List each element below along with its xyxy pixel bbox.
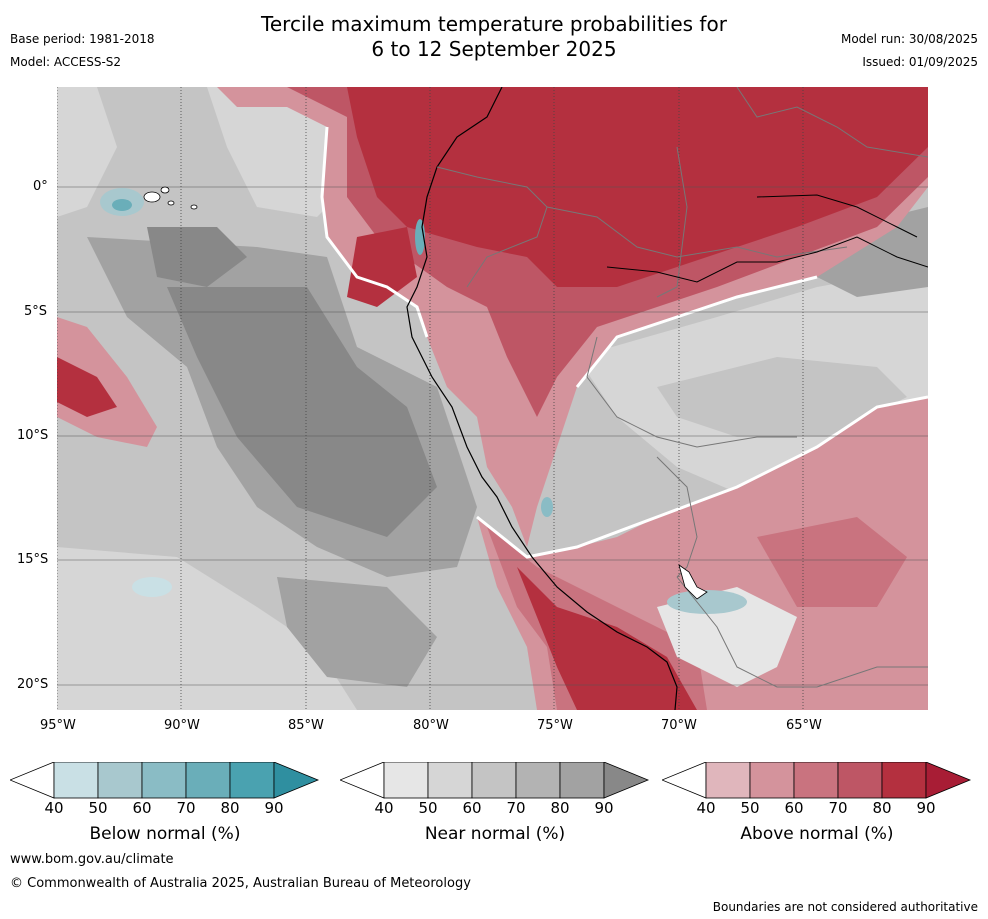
lon-label-95w: 95°W <box>40 718 76 733</box>
colorbar-above-swatches <box>660 761 972 799</box>
colorbar-extend-high <box>925 761 972 799</box>
colorbar-tick-label: 90 <box>916 799 936 817</box>
colorbar-segment <box>427 761 473 799</box>
colorbar-tick-label: 50 <box>88 799 108 817</box>
colorbar-segment <box>141 761 187 799</box>
colorbar-tick-label: 40 <box>696 799 716 817</box>
colorbar-tick-label: 50 <box>740 799 760 817</box>
lat-label-0: 0° <box>33 179 48 194</box>
probability-map <box>57 87 928 710</box>
colorbar-tick-label: 90 <box>264 799 284 817</box>
colorbar-near: 40 50 60 70 80 90 Near normal (%) <box>338 761 650 844</box>
website-link[interactable]: www.bom.gov.au/climate <box>10 852 174 867</box>
colorbar-tick-label: 80 <box>872 799 892 817</box>
colorbar-tick-label: 60 <box>132 799 152 817</box>
colorbar-extend-low <box>8 761 55 799</box>
colorbar-tick-label: 40 <box>44 799 64 817</box>
colorbar-extend-high <box>603 761 650 799</box>
colorbar-segment <box>559 761 605 799</box>
colorbar-segment <box>515 761 561 799</box>
colorbar-above-label: Above normal (%) <box>740 824 894 844</box>
colorbar-segment <box>185 761 231 799</box>
colorbar-segment <box>471 761 517 799</box>
issued-date: Issued: 01/09/2025 <box>862 55 978 69</box>
colorbar-tick-label: 60 <box>784 799 804 817</box>
colorbar-near-swatches <box>338 761 650 799</box>
colorbar-segment <box>837 761 883 799</box>
colorbar-below-swatches <box>8 761 320 799</box>
title-line-1: Tercile maximum temperature probabilitie… <box>261 12 727 36</box>
colorbar-segment <box>97 761 143 799</box>
meta-right: Model run: 30/08/2025 Issued: 01/09/2025 <box>841 32 978 78</box>
lon-label-70w: 70°W <box>661 718 697 733</box>
colorbar-tick-label: 80 <box>220 799 240 817</box>
colorbar-below-label: Below normal (%) <box>89 824 241 844</box>
map-title: Tercile maximum temperature probabilitie… <box>0 12 988 62</box>
lon-label-85w: 85°W <box>288 718 324 733</box>
copyright-text: © Commonwealth of Australia 2025, Austra… <box>10 876 471 891</box>
colorbar-tick-label: 70 <box>176 799 196 817</box>
colorbar-segment <box>793 761 839 799</box>
lat-label-20s: 20°S <box>17 677 49 692</box>
base-period: Base period: 1981-2018 <box>10 32 155 46</box>
title-line-2: 6 to 12 September 2025 <box>371 37 617 61</box>
colorbar-segment <box>53 761 99 799</box>
lon-label-65w: 65°W <box>786 718 822 733</box>
lat-label-10s: 10°S <box>17 428 49 443</box>
colorbar-below: 40 50 60 70 80 90 Below normal (%) <box>8 761 320 844</box>
colorbar-tick-label: 90 <box>594 799 614 817</box>
lat-label-5s: 5°S <box>24 304 48 319</box>
colorbar-segment <box>705 761 751 799</box>
colorbar-segment <box>749 761 795 799</box>
meta-left: Base period: 1981-2018 Model: ACCESS-S2 <box>10 32 155 78</box>
colorbar-extend-high <box>273 761 320 799</box>
colorbar-segment <box>881 761 927 799</box>
model-run: Model run: 30/08/2025 <box>840 32 978 46</box>
lon-label-90w: 90°W <box>164 718 200 733</box>
colorbar-segment <box>383 761 429 799</box>
map-graphic <box>57 87 928 710</box>
colorbar-tick-label: 50 <box>418 799 438 817</box>
lon-label-80w: 80°W <box>413 718 449 733</box>
lon-label-75w: 75°W <box>537 718 573 733</box>
colorbar-extend-low <box>660 761 707 799</box>
colorbar-segment <box>229 761 275 799</box>
colorbar-tick-label: 70 <box>506 799 526 817</box>
lat-label-15s: 15°S <box>17 552 49 567</box>
colorbar-above: 40 50 60 70 80 90 Above normal (%) <box>660 761 972 844</box>
model-name: Model: ACCESS-S2 <box>10 55 122 69</box>
colorbar-tick-label: 80 <box>550 799 570 817</box>
disclaimer-text: Boundaries are not considered authoritat… <box>712 900 978 914</box>
colorbar-tick-label: 70 <box>828 799 848 817</box>
colorbar-extend-low <box>338 761 385 799</box>
colorbar-near-label: Near normal (%) <box>424 824 566 844</box>
colorbar-tick-label: 60 <box>462 799 482 817</box>
colorbar-tick-label: 40 <box>374 799 394 817</box>
